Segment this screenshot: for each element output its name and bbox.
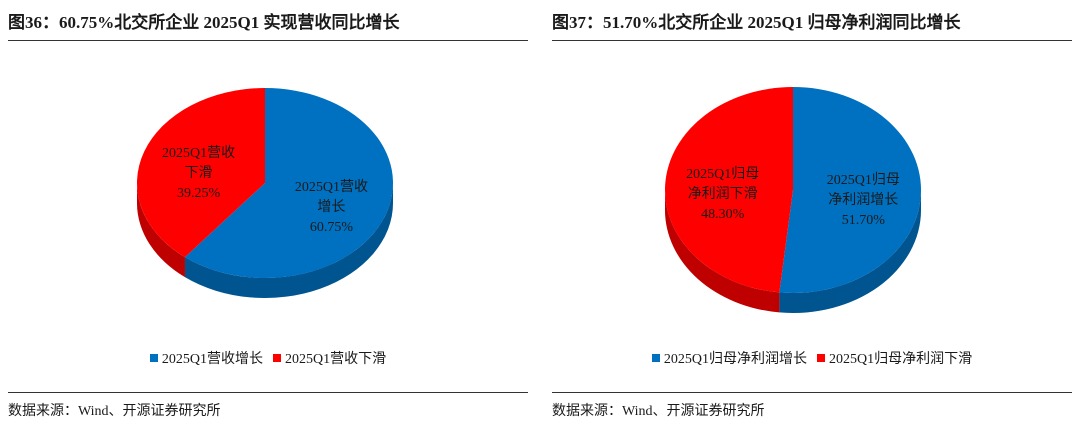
slice-label-value: 39.25% — [176, 185, 221, 201]
slice-label-value: 60.75% — [309, 220, 353, 236]
slice-side — [137, 183, 185, 278]
legend-swatch — [817, 354, 825, 362]
legend-item: 2025Q1营收下滑 — [273, 348, 386, 368]
pie-slice — [779, 87, 921, 294]
chart-panel: 图37：51.70%北交所企业 2025Q1 归母净利润同比增长 2025Q1归母… — [552, 0, 1072, 427]
slice-side — [779, 190, 921, 313]
pie — [136, 88, 393, 299]
slice-label: 2025Q1归母净利润下滑 48.30% — [681, 165, 765, 225]
chart-panel: 图36：60.75%北交所企业 2025Q1 实现营收同比增长 2025Q1营收增… — [8, 0, 528, 427]
slice-label: 2025Q1营收增长 60.75% — [289, 178, 373, 238]
pie — [664, 87, 921, 313]
slice-label: 2025Q1营收下滑 39.25% — [157, 144, 241, 204]
slice-label-category: 2025Q1归母净利润增长 — [826, 173, 900, 209]
chart-title: 图36：60.75%北交所企业 2025Q1 实现营收同比增长 — [8, 13, 400, 32]
source-rule — [552, 392, 1072, 393]
legend-swatch — [149, 354, 158, 362]
source-note: 数据来源：Wind、开源证券研究所 — [552, 404, 765, 419]
title-rule — [552, 40, 1072, 41]
legend-item: 2025Q1营收增长 — [149, 348, 263, 368]
legend: 2025Q1归母净利润增长 2025Q1归母净利润下滑 — [552, 348, 1072, 368]
slice-label: 2025Q1归母净利润增长 51.70% — [821, 171, 905, 231]
legend-swatch — [651, 354, 660, 362]
slice-label-category: 2025Q1归母净利润下滑 — [686, 166, 760, 202]
source-rule — [8, 392, 528, 393]
source-note: 数据来源：Wind、开源证券研究所 — [8, 404, 221, 419]
legend-label: 2025Q1营收下滑 — [285, 352, 387, 367]
slice-side-shade — [184, 183, 393, 299]
slice-side — [665, 190, 780, 313]
pie-slice — [136, 88, 265, 258]
slice-label-category: 2025Q1营收增长 — [294, 180, 368, 216]
chart-title: 图37：51.70%北交所企业 2025Q1 归母净利润同比增长 — [552, 13, 961, 32]
legend-swatch — [273, 354, 281, 362]
slice-label-value: 51.70% — [841, 213, 885, 229]
legend-label: 2025Q1归母净利润下滑 — [829, 352, 973, 367]
legend-label: 2025Q1归母净利润增长 — [663, 352, 807, 367]
legend-item: 2025Q1归母净利润增长 — [651, 348, 807, 368]
pie-slice — [184, 88, 393, 278]
slice-label-value: 48.30% — [701, 206, 745, 222]
slice-side — [184, 183, 393, 299]
slice-side-shade — [137, 183, 185, 278]
slice-side-shade — [779, 190, 921, 313]
legend: 2025Q1营收增长 2025Q1营收下滑 — [8, 348, 528, 368]
legend-item: 2025Q1归母净利润下滑 — [817, 348, 972, 368]
slice-label-category: 2025Q1营收下滑 — [162, 145, 236, 181]
slice-side-shade — [665, 190, 780, 313]
legend-label: 2025Q1营收增长 — [161, 352, 263, 367]
pie-slice — [664, 87, 793, 293]
title-rule — [8, 40, 528, 41]
